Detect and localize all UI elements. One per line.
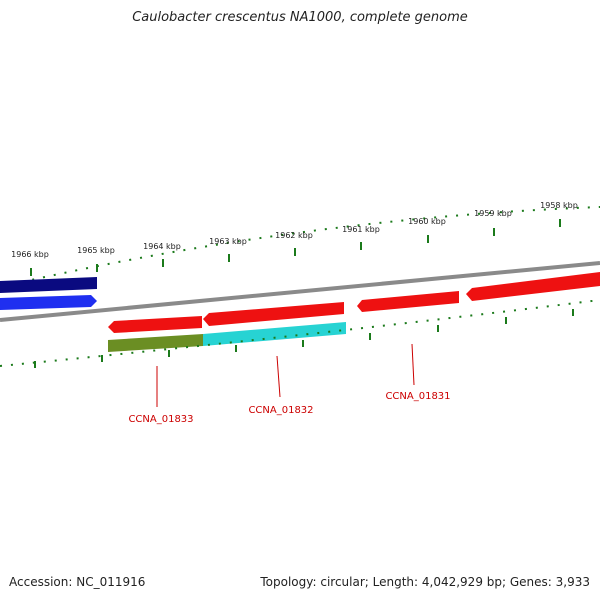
- gene-arrow[interactable]: [466, 272, 600, 301]
- accession-text: Accession: NC_011916: [9, 575, 146, 589]
- gene-label[interactable]: CCNA_01833: [128, 414, 193, 425]
- tick-label: 1958 kbp: [540, 201, 578, 210]
- tick-label: 1960 kbp: [408, 217, 446, 226]
- gene-arrow[interactable]: [203, 302, 344, 326]
- feature-cyan[interactable]: [203, 322, 346, 346]
- outer-tick-ring: [0, 206, 600, 288]
- tick-label: 1959 kbp: [474, 209, 512, 218]
- gene-forward-bright[interactable]: [0, 295, 97, 310]
- gene-forward-dark[interactable]: [0, 277, 97, 293]
- genome-info-text: Topology: circular; Length: 4,042,929 bp…: [260, 575, 590, 589]
- gene-label[interactable]: CCNA_01832: [248, 405, 313, 416]
- forward-strand-genes: [0, 277, 97, 310]
- tick-label: 1961 kbp: [342, 225, 380, 234]
- leader-line: [276, 355, 281, 398]
- tick-label: 1962 kbp: [275, 231, 313, 240]
- tick-label: 1963 kbp: [209, 237, 247, 246]
- feature-olive[interactable]: [108, 334, 203, 352]
- genome-backbone: [0, 261, 600, 322]
- gene-arrow[interactable]: [108, 316, 202, 333]
- feature-track: [108, 322, 346, 352]
- reverse-strand-genes: [108, 272, 600, 333]
- tick-label: 1964 kbp: [143, 242, 181, 251]
- gene-label[interactable]: CCNA_01831: [385, 391, 450, 402]
- leader-line: [411, 343, 415, 386]
- tick-label: 1965 kbp: [77, 246, 115, 255]
- map-title: Caulobacter crescentus NA1000, complete …: [132, 10, 468, 25]
- gene-arrow[interactable]: [357, 291, 459, 312]
- tick-label: 1966 kbp: [11, 250, 49, 259]
- inner-tick-ring: [0, 299, 600, 368]
